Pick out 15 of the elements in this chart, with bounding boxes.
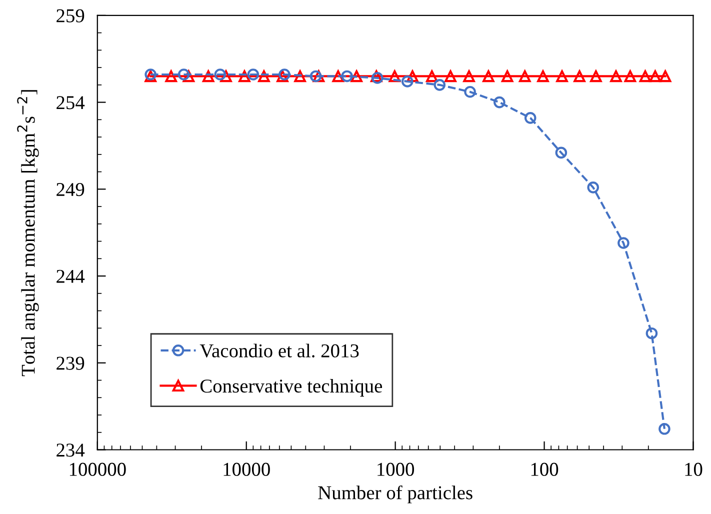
- x-tick-label: 1000: [378, 462, 414, 476]
- x-tick-label: 100: [531, 462, 558, 476]
- y-tick-label: 259: [56, 9, 84, 22]
- y-axis-title: Total angular momentum [kgm$^{2}$s$^{−2}$]: [17, 90, 39, 376]
- y-tick-label: 239: [56, 356, 84, 370]
- legend-label: Vacondio et al. 2013: [200, 344, 359, 358]
- y-tick-label: 249: [56, 183, 84, 196]
- y-tick-label: 244: [56, 270, 85, 283]
- x-tick-label: 100000: [70, 462, 126, 476]
- x-axis-title: Number of particles: [318, 485, 472, 504]
- x-tick-label: 10: [685, 462, 702, 476]
- x-tick-label: 10000: [224, 462, 270, 476]
- y-tick-label: 234: [56, 444, 85, 457]
- y-tick-label: 254: [56, 96, 85, 110]
- legend-label: Conservative technique: [200, 378, 382, 397]
